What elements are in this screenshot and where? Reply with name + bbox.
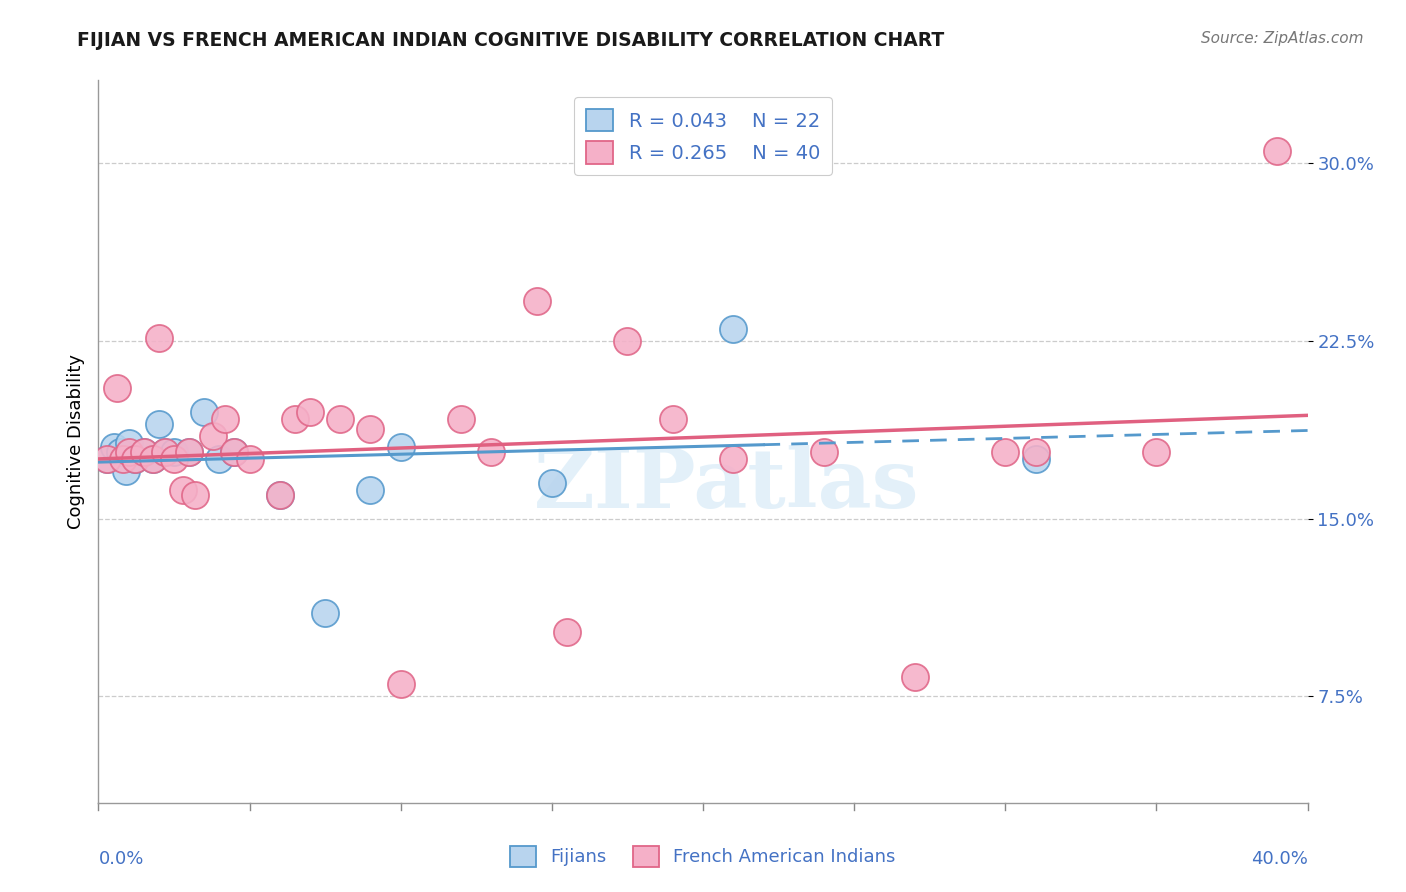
Point: [540, 475, 562, 490]
Point: [723, 322, 745, 336]
Point: [105, 381, 128, 395]
Point: [118, 445, 141, 459]
Point: [208, 452, 231, 467]
Point: [103, 441, 125, 455]
Point: [1024, 452, 1046, 467]
Point: [450, 412, 472, 426]
Point: [555, 625, 578, 640]
Point: [1024, 445, 1046, 459]
Point: [132, 445, 155, 459]
Point: [142, 452, 165, 467]
Point: [904, 670, 927, 684]
Text: Source: ZipAtlas.com: Source: ZipAtlas.com: [1201, 31, 1364, 46]
Point: [163, 452, 186, 467]
Point: [224, 445, 246, 459]
Point: [108, 445, 131, 459]
Point: [124, 452, 146, 467]
Point: [813, 445, 835, 459]
Point: [389, 677, 412, 691]
Point: [224, 445, 246, 459]
Text: FIJIAN VS FRENCH AMERICAN INDIAN COGNITIVE DISABILITY CORRELATION CHART: FIJIAN VS FRENCH AMERICAN INDIAN COGNITI…: [77, 31, 945, 50]
Legend: Fijians, French American Indians: Fijians, French American Indians: [503, 838, 903, 874]
Point: [118, 435, 141, 450]
Point: [481, 445, 503, 459]
Point: [163, 445, 186, 459]
Point: [172, 483, 194, 497]
Text: 0.0%: 0.0%: [98, 850, 143, 868]
Point: [111, 452, 134, 467]
Point: [616, 334, 638, 348]
Point: [269, 488, 291, 502]
Point: [114, 464, 136, 478]
Point: [96, 452, 118, 467]
Point: [314, 607, 336, 621]
Point: [526, 293, 548, 308]
Point: [239, 452, 262, 467]
Text: ZIPatlas: ZIPatlas: [534, 445, 920, 524]
Point: [329, 412, 352, 426]
Point: [148, 417, 170, 431]
Point: [124, 452, 146, 467]
Point: [214, 412, 236, 426]
Point: [142, 452, 165, 467]
Point: [284, 412, 307, 426]
Point: [184, 488, 207, 502]
Point: [360, 421, 382, 435]
Point: [1267, 145, 1289, 159]
Point: [269, 488, 291, 502]
Point: [132, 445, 155, 459]
Legend: R = 0.043    N = 22, R = 0.265    N = 40: R = 0.043 N = 22, R = 0.265 N = 40: [574, 97, 832, 175]
Point: [153, 445, 176, 459]
Point: [389, 441, 412, 455]
Point: [148, 331, 170, 345]
Point: [1144, 445, 1167, 459]
Point: [193, 405, 215, 419]
Point: [96, 452, 118, 467]
Text: 40.0%: 40.0%: [1251, 850, 1308, 868]
Point: [994, 445, 1017, 459]
Y-axis label: Cognitive Disability: Cognitive Disability: [66, 354, 84, 529]
Point: [153, 445, 176, 459]
Point: [299, 405, 322, 419]
Point: [179, 445, 201, 459]
Point: [723, 452, 745, 467]
Point: [661, 412, 683, 426]
Point: [360, 483, 382, 497]
Point: [202, 428, 225, 442]
Point: [179, 445, 201, 459]
